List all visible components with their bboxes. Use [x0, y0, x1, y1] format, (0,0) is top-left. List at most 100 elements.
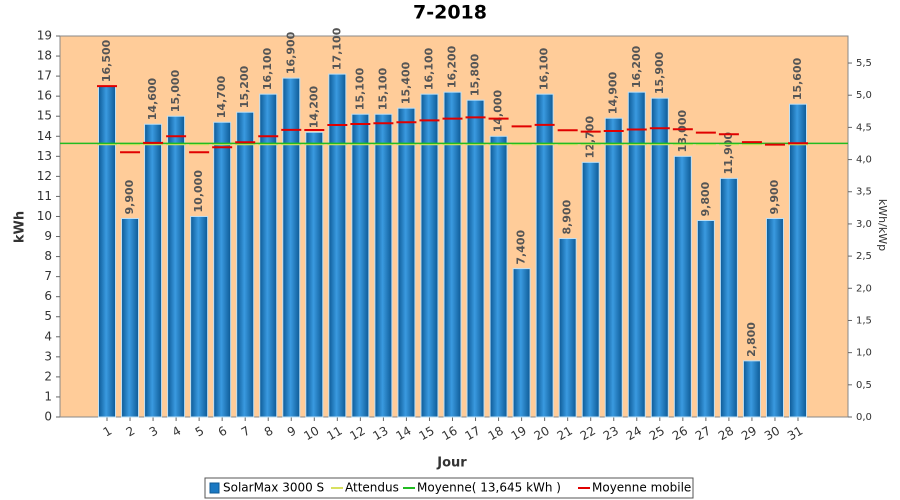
x-tick-label: 7: [239, 424, 253, 440]
value-label: 2,800: [745, 322, 758, 357]
bar: [213, 121, 232, 418]
value-label: 14,200: [307, 85, 320, 128]
y-tick-label: 5: [44, 309, 52, 323]
bar: [374, 113, 393, 418]
bar: [627, 91, 646, 418]
bar: [167, 115, 186, 418]
bar: [443, 91, 462, 418]
x-tick-label: 23: [601, 424, 621, 444]
x-tick-label: 18: [486, 424, 506, 444]
bar: [282, 77, 301, 418]
y-tick-label: 11: [37, 189, 52, 203]
y-tick-label: 14: [37, 129, 52, 143]
y2-axis-title: kWh/kWp: [876, 199, 889, 251]
value-label: 17,100: [330, 27, 343, 70]
value-label: 10,000: [192, 170, 205, 213]
value-label: 9,800: [699, 181, 712, 216]
y2-tick-label: 4,0: [856, 155, 872, 166]
bar: [328, 73, 347, 418]
bar: [305, 131, 324, 418]
bar: [351, 113, 370, 418]
bar: [719, 177, 738, 418]
x-tick-label: 2: [124, 424, 138, 440]
x-tick-label: 30: [762, 424, 782, 444]
value-label: 15,600: [791, 57, 804, 100]
legend-label: Moyenne( 13,645 kWh ): [417, 481, 561, 495]
y-tick-label: 17: [37, 69, 52, 83]
bar: [144, 123, 163, 418]
y2-tick-label: 0,0: [856, 412, 872, 423]
value-label: 15,200: [238, 65, 251, 108]
bar: [259, 93, 278, 418]
bar: [489, 135, 508, 418]
x-tick-label: 9: [285, 424, 299, 440]
y-tick-label: 13: [37, 149, 52, 163]
x-tick-label: 17: [463, 424, 483, 444]
y-tick-label: 15: [37, 109, 52, 123]
y-tick-label: 19: [37, 29, 52, 43]
x-tick-label: 24: [624, 424, 644, 444]
bar: [535, 93, 554, 418]
y-tick-label: 6: [44, 289, 52, 303]
x-tick-label: 22: [578, 424, 598, 444]
value-label: 9,900: [123, 179, 136, 214]
value-label: 16,100: [261, 47, 274, 90]
y-tick-label: 4: [44, 329, 52, 343]
y-tick-label: 9: [44, 229, 52, 243]
y-tick-label: 10: [37, 209, 52, 223]
value-label: 16,100: [422, 47, 435, 90]
legend-label: Moyenne mobile: [592, 481, 691, 495]
y-axis-title: kWh: [13, 211, 28, 243]
bar: [98, 85, 116, 418]
y-tick-label: 8: [44, 249, 52, 263]
y2-tick-label: 5,0: [856, 90, 872, 101]
x-tick-label: 1: [101, 424, 115, 440]
value-label: 15,100: [353, 67, 366, 110]
value-label: 16,500: [100, 39, 113, 82]
value-label: 15,100: [376, 67, 389, 110]
bar: [765, 217, 784, 418]
y2-tick-label: 0,5: [856, 380, 872, 391]
x-tick-label: 11: [324, 424, 344, 444]
bar: [512, 268, 531, 418]
bar: [420, 93, 439, 418]
value-label: 14,900: [607, 71, 620, 114]
legend-label: SolarMax 3000 S: [223, 481, 324, 495]
y2-tick-label: 2,0: [856, 283, 872, 294]
x-tick-label: 29: [739, 424, 759, 444]
bar: [673, 155, 692, 418]
value-label: 15,400: [399, 61, 412, 104]
x-tick-label: 25: [647, 424, 667, 444]
x-tick-label: 14: [393, 424, 413, 444]
value-label: 16,200: [446, 45, 459, 88]
x-tick-label: 8: [262, 424, 276, 440]
bar: [466, 99, 485, 418]
y-tick-label: 3: [44, 349, 52, 363]
legend-swatch: [209, 482, 220, 494]
x-tick-label: 6: [216, 424, 230, 440]
x-tick-label: 26: [670, 424, 690, 444]
chart-title: 7-2018: [413, 2, 487, 24]
value-label: 11,900: [722, 132, 735, 175]
x-tick-label: 5: [193, 424, 207, 440]
bar: [190, 215, 209, 418]
value-label: 7,400: [515, 229, 528, 264]
bar: [558, 238, 577, 418]
x-tick-label: 4: [170, 424, 184, 440]
x-tick-label: 21: [555, 424, 575, 444]
y-tick-label: 2: [44, 369, 52, 383]
bar: [604, 117, 623, 418]
value-label: 14,700: [215, 75, 228, 118]
x-tick-label: 10: [301, 424, 321, 444]
bar: [650, 97, 669, 418]
value-label: 16,100: [538, 47, 551, 90]
value-label: 14,600: [146, 77, 159, 120]
bar: [581, 161, 600, 418]
y-tick-label: 1: [44, 389, 52, 403]
y-tick-label: 0: [44, 410, 52, 424]
value-label: 9,900: [768, 179, 781, 214]
x-axis-title: Jour: [436, 456, 467, 471]
value-label: 15,800: [469, 53, 482, 96]
x-tick-label: 13: [370, 424, 390, 444]
bar: [742, 360, 761, 418]
